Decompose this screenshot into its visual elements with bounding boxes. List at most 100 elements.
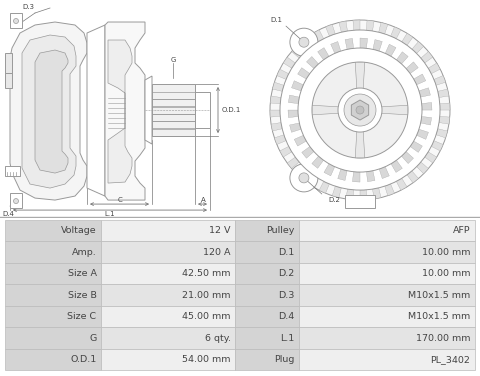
Text: 170.00 mm: 170.00 mm: [416, 334, 470, 343]
Polygon shape: [195, 92, 210, 128]
Polygon shape: [324, 164, 335, 176]
Text: AFP: AFP: [453, 226, 470, 235]
Bar: [101, 241, 235, 263]
Polygon shape: [351, 100, 369, 120]
Polygon shape: [355, 62, 365, 100]
Polygon shape: [396, 178, 407, 190]
Polygon shape: [360, 190, 367, 200]
Text: 21.00 mm: 21.00 mm: [182, 291, 230, 300]
Polygon shape: [270, 96, 281, 104]
Polygon shape: [298, 68, 310, 79]
Polygon shape: [287, 157, 299, 168]
Bar: [5, 349, 101, 370]
Polygon shape: [289, 123, 301, 132]
Bar: [299, 241, 475, 263]
Bar: [299, 263, 475, 284]
Polygon shape: [410, 141, 422, 152]
Text: 42.50 mm: 42.50 mm: [182, 269, 230, 278]
Polygon shape: [401, 152, 413, 164]
Bar: [235, 263, 299, 284]
Bar: [235, 327, 299, 349]
Polygon shape: [307, 175, 318, 187]
Polygon shape: [436, 129, 447, 138]
Polygon shape: [108, 40, 132, 183]
Polygon shape: [414, 74, 426, 85]
Circle shape: [290, 164, 318, 192]
Text: A: A: [201, 197, 205, 203]
Polygon shape: [407, 171, 419, 183]
Polygon shape: [280, 146, 292, 157]
Circle shape: [338, 88, 382, 132]
Polygon shape: [353, 20, 360, 30]
Circle shape: [299, 173, 309, 183]
Polygon shape: [325, 24, 335, 36]
Bar: [235, 349, 299, 370]
Text: D.4: D.4: [2, 211, 14, 217]
Bar: [235, 241, 299, 263]
Bar: [299, 284, 475, 306]
Polygon shape: [417, 129, 429, 139]
Polygon shape: [332, 186, 341, 197]
Polygon shape: [373, 39, 382, 51]
Bar: [5, 263, 101, 284]
Polygon shape: [412, 42, 424, 53]
Polygon shape: [312, 156, 324, 168]
Text: D.3: D.3: [278, 291, 294, 300]
Text: 6 qty.: 6 qty.: [204, 334, 230, 343]
Circle shape: [312, 62, 408, 158]
Text: Amp.: Amp.: [72, 248, 96, 257]
Circle shape: [356, 106, 364, 114]
Text: D.1: D.1: [278, 248, 294, 257]
Polygon shape: [301, 37, 313, 49]
Polygon shape: [270, 110, 280, 117]
Bar: [299, 220, 475, 241]
Polygon shape: [434, 76, 445, 85]
Polygon shape: [339, 21, 348, 32]
Text: 54.00 mm: 54.00 mm: [182, 355, 230, 364]
Circle shape: [298, 48, 422, 172]
Text: L.1: L.1: [280, 334, 294, 343]
Polygon shape: [421, 103, 432, 110]
Text: G: G: [89, 334, 96, 343]
Polygon shape: [291, 46, 303, 58]
Circle shape: [280, 30, 440, 190]
Circle shape: [13, 199, 19, 203]
Polygon shape: [5, 73, 12, 88]
Text: Voltage: Voltage: [61, 226, 96, 235]
Polygon shape: [406, 62, 418, 74]
Text: Size A: Size A: [68, 269, 96, 278]
Polygon shape: [370, 105, 408, 115]
Polygon shape: [271, 123, 282, 131]
Polygon shape: [35, 50, 68, 173]
Polygon shape: [10, 193, 22, 208]
Text: D.2: D.2: [328, 197, 340, 203]
Bar: [235, 284, 299, 306]
Polygon shape: [5, 53, 12, 73]
Text: D.4: D.4: [278, 312, 294, 321]
Polygon shape: [294, 135, 306, 146]
Polygon shape: [331, 41, 341, 53]
Polygon shape: [105, 22, 145, 200]
Polygon shape: [396, 52, 408, 64]
Text: M10x1.5 mm: M10x1.5 mm: [408, 291, 470, 300]
Bar: [5, 241, 101, 263]
Text: L.1: L.1: [105, 211, 115, 217]
Polygon shape: [355, 120, 365, 158]
Polygon shape: [318, 48, 329, 60]
Polygon shape: [313, 30, 324, 42]
Bar: [5, 220, 101, 241]
Polygon shape: [345, 38, 353, 49]
Polygon shape: [87, 25, 105, 196]
Polygon shape: [366, 20, 374, 31]
Bar: [101, 220, 235, 241]
Polygon shape: [22, 35, 76, 188]
Polygon shape: [352, 172, 360, 182]
Polygon shape: [419, 88, 431, 97]
Polygon shape: [425, 152, 437, 163]
Polygon shape: [319, 181, 329, 193]
Polygon shape: [367, 171, 375, 182]
Polygon shape: [417, 162, 429, 174]
Bar: [5, 284, 101, 306]
Polygon shape: [379, 23, 388, 34]
Circle shape: [290, 28, 318, 56]
